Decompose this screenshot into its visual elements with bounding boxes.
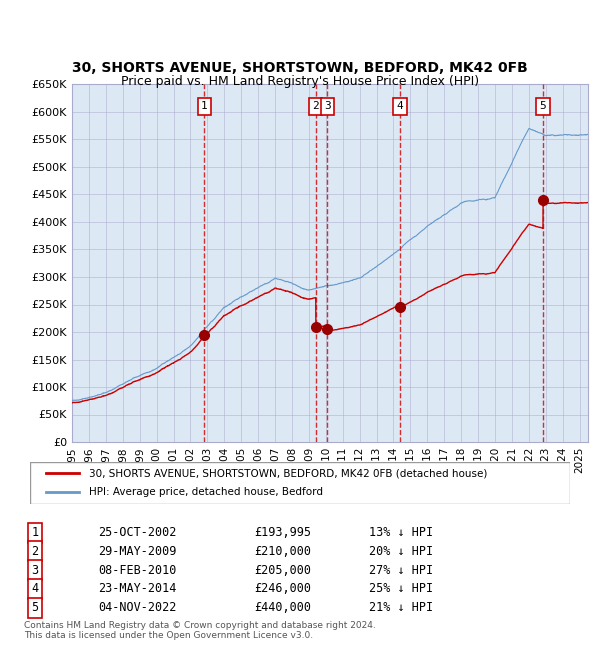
Text: 5: 5 [539,101,547,112]
Text: 3: 3 [324,101,331,112]
Text: 21% ↓ HPI: 21% ↓ HPI [369,601,433,614]
Text: 25% ↓ HPI: 25% ↓ HPI [369,582,433,595]
Text: 5: 5 [31,601,38,614]
FancyBboxPatch shape [30,462,570,504]
Text: HPI: Average price, detached house, Bedford: HPI: Average price, detached house, Bedf… [89,487,323,497]
Text: Contains HM Land Registry data © Crown copyright and database right 2024.
This d: Contains HM Land Registry data © Crown c… [24,621,376,640]
Text: £193,995: £193,995 [254,526,311,539]
Text: 4: 4 [397,101,403,112]
Text: 25-OCT-2002: 25-OCT-2002 [98,526,177,539]
Text: 29-MAY-2009: 29-MAY-2009 [98,545,177,558]
Text: 08-FEB-2010: 08-FEB-2010 [98,564,177,577]
Text: £205,000: £205,000 [254,564,311,577]
Text: 20% ↓ HPI: 20% ↓ HPI [369,545,433,558]
Text: 2: 2 [313,101,319,112]
Text: Price paid vs. HM Land Registry's House Price Index (HPI): Price paid vs. HM Land Registry's House … [121,75,479,88]
Text: 1: 1 [201,101,208,112]
Text: 3: 3 [31,564,38,577]
Text: 27% ↓ HPI: 27% ↓ HPI [369,564,433,577]
Text: 30, SHORTS AVENUE, SHORTSTOWN, BEDFORD, MK42 0FB (detached house): 30, SHORTS AVENUE, SHORTSTOWN, BEDFORD, … [89,469,488,478]
Text: 2: 2 [31,545,38,558]
Text: 30, SHORTS AVENUE, SHORTSTOWN, BEDFORD, MK42 0FB: 30, SHORTS AVENUE, SHORTSTOWN, BEDFORD, … [72,61,528,75]
Text: 04-NOV-2022: 04-NOV-2022 [98,601,177,614]
Text: 23-MAY-2014: 23-MAY-2014 [98,582,177,595]
Text: £246,000: £246,000 [254,582,311,595]
Text: 1: 1 [31,526,38,539]
Text: £210,000: £210,000 [254,545,311,558]
Text: 4: 4 [31,582,38,595]
Text: 13% ↓ HPI: 13% ↓ HPI [369,526,433,539]
Text: £440,000: £440,000 [254,601,311,614]
